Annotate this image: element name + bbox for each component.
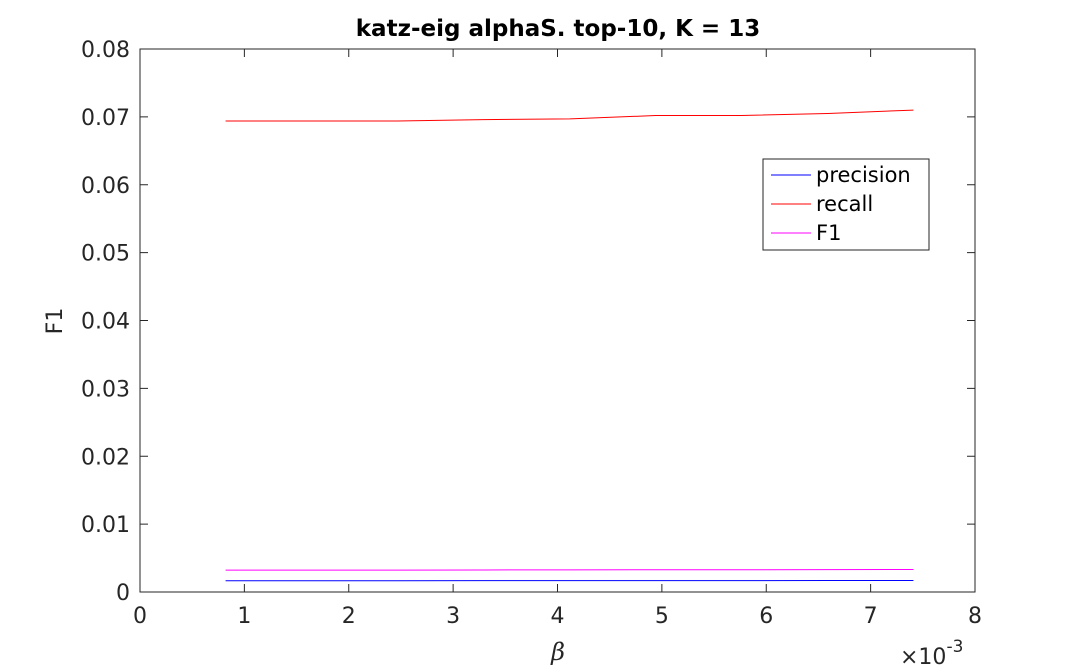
series-layer <box>225 109 914 582</box>
ticks-layer: 0 1 2 3 4 5 6 7 8 0 0.01 0.02 0.03 0.04 0.05 0.06 0.07 0.… <box>81 38 982 629</box>
legend-label-f1: F1 <box>816 221 841 245</box>
axes-box <box>139 48 976 593</box>
y-tick-label: 0.04 <box>81 310 130 335</box>
x-tick-label: 2 <box>342 604 356 629</box>
x-exponent-base: ×10 <box>900 645 946 670</box>
y-tick-label: 0.01 <box>81 513 130 538</box>
x-tick-label: 6 <box>759 604 773 629</box>
x-tick-label: 7 <box>864 604 878 629</box>
x-tick-label: 8 <box>968 604 982 629</box>
x-axis-exponent: ×10-3 <box>900 637 963 670</box>
y-axis-label: F1 <box>43 308 68 335</box>
legend-label-recall: recall <box>816 192 873 216</box>
x-tick-label: 1 <box>237 604 251 629</box>
y-tick-label: 0.05 <box>81 242 130 267</box>
series-line-f1 <box>225 568 914 571</box>
x-tick-label: 0 <box>133 604 147 629</box>
plot-area <box>139 48 976 593</box>
y-tick-label: 0.02 <box>81 445 130 470</box>
x-tick-label: 3 <box>446 604 460 629</box>
y-tick-label: 0.06 <box>81 174 130 199</box>
y-tick-label: 0.03 <box>81 377 130 402</box>
y-tick-label: 0.07 <box>81 106 130 131</box>
x-tick-label: 4 <box>551 604 565 629</box>
series-line-recall <box>225 109 914 122</box>
legend: precision recall F1 <box>762 158 930 251</box>
x-tick-label: 5 <box>655 604 669 629</box>
x-exponent-power: -3 <box>946 637 963 657</box>
y-tick-label: 0.08 <box>81 38 130 63</box>
legend-label-precision: precision <box>816 163 911 187</box>
chart-title: katz-eig alphaS. top-10, K = 13 <box>356 16 760 42</box>
y-tick-label: 0 <box>116 581 130 606</box>
x-axis-label: β <box>550 638 565 666</box>
